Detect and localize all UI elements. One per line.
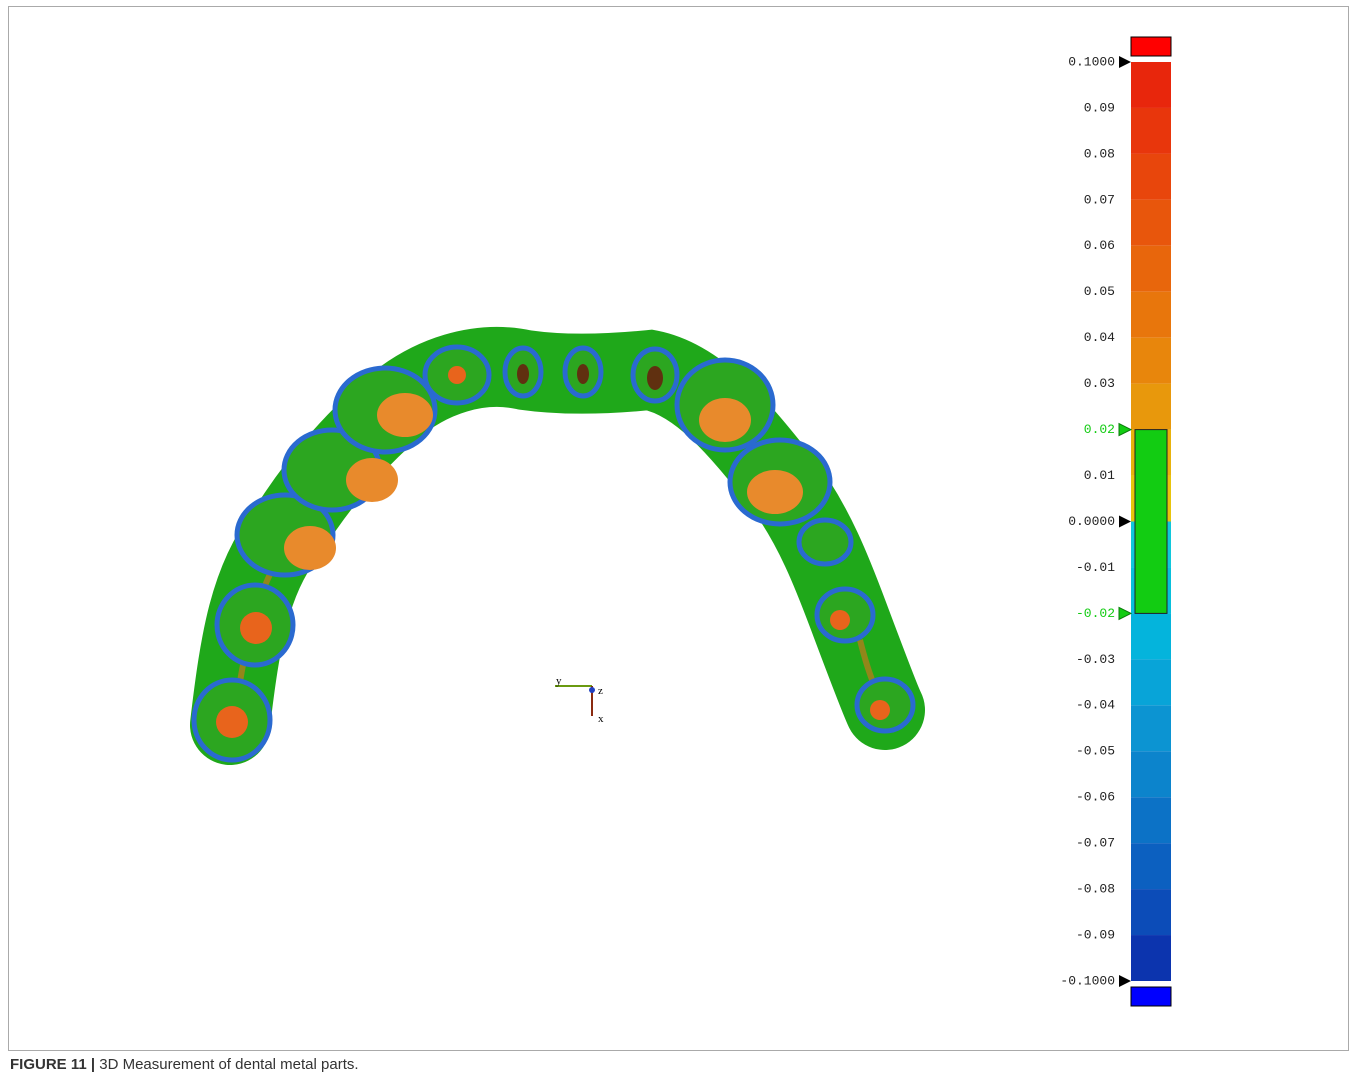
color-band — [1131, 751, 1171, 797]
figure-label: FIGURE 11 | — [10, 1056, 95, 1073]
triad-label: z — [598, 685, 603, 697]
tolerance-marker — [1119, 607, 1131, 619]
color-band — [1131, 705, 1171, 751]
tick-label: 0.06 — [1084, 238, 1115, 253]
over-color — [1131, 37, 1171, 56]
tick-label: 0.01 — [1084, 468, 1115, 483]
tick-label: -0.03 — [1076, 652, 1115, 667]
color-band — [1131, 246, 1171, 292]
color-band — [1131, 154, 1171, 200]
color-band — [1131, 935, 1171, 981]
caption-text: 3D Measurement of dental metal parts. — [99, 1056, 358, 1073]
tick-label: -0.09 — [1076, 927, 1115, 942]
tick-label: -0.06 — [1076, 790, 1115, 805]
tick-label: -0.02 — [1076, 606, 1115, 621]
color-band — [1131, 843, 1171, 889]
tick-label: 0.05 — [1084, 284, 1115, 299]
caption: FIGURE 11 | 3D Measurement of dental met… — [10, 1056, 359, 1073]
tick-label: -0.1000 — [1060, 973, 1115, 988]
color-band — [1131, 338, 1171, 384]
color-band — [1131, 797, 1171, 843]
tick-label: 0.04 — [1084, 330, 1115, 345]
color-band — [1131, 292, 1171, 338]
tick-label: -0.07 — [1076, 836, 1115, 851]
under-color — [1131, 987, 1171, 1006]
tolerance-band — [1135, 430, 1167, 614]
tick-label: 0.08 — [1084, 146, 1115, 161]
tick-label: -0.04 — [1076, 698, 1115, 713]
color-band — [1131, 108, 1171, 154]
color-band — [1131, 659, 1171, 705]
triad-label: x — [598, 713, 604, 725]
tick-label: 0.03 — [1084, 376, 1115, 391]
marker — [1119, 516, 1131, 528]
color-band — [1131, 889, 1171, 935]
tick-label: 0.09 — [1084, 100, 1115, 115]
figure-image: y z x 0.1000 0.09 0.08 0.07 0.06 0.05 0.04 0.03… — [0, 0, 1357, 1052]
tick-label: 0.07 — [1084, 192, 1115, 207]
color-scale: 0.1000 0.09 0.08 0.07 0.06 0.05 0.04 0.03 0.02 0.… — [1060, 37, 1171, 1006]
color-band — [1131, 200, 1171, 246]
triad-label: y — [556, 675, 562, 687]
marker — [1119, 56, 1131, 68]
tick-label: -0.01 — [1076, 560, 1115, 575]
figure: y z x 0.1000 0.09 0.08 0.07 0.06 0.05 0.04 0.03… — [0, 0, 1357, 1078]
tolerance-marker — [1119, 424, 1131, 436]
dental-model — [194, 347, 913, 760]
tick-label: -0.05 — [1076, 744, 1115, 759]
marker — [1119, 975, 1131, 987]
color-band — [1131, 384, 1171, 430]
color-band — [1131, 62, 1171, 108]
tick-label: 0.02 — [1084, 422, 1115, 437]
color-band — [1131, 613, 1171, 659]
axis-triad: y z x — [555, 675, 604, 725]
tick-label: 0.1000 — [1068, 54, 1115, 69]
tick-label: -0.08 — [1076, 882, 1115, 897]
tick-label: 0.0000 — [1068, 514, 1115, 529]
